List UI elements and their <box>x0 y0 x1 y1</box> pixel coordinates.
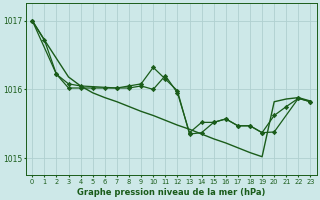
X-axis label: Graphe pression niveau de la mer (hPa): Graphe pression niveau de la mer (hPa) <box>77 188 266 197</box>
